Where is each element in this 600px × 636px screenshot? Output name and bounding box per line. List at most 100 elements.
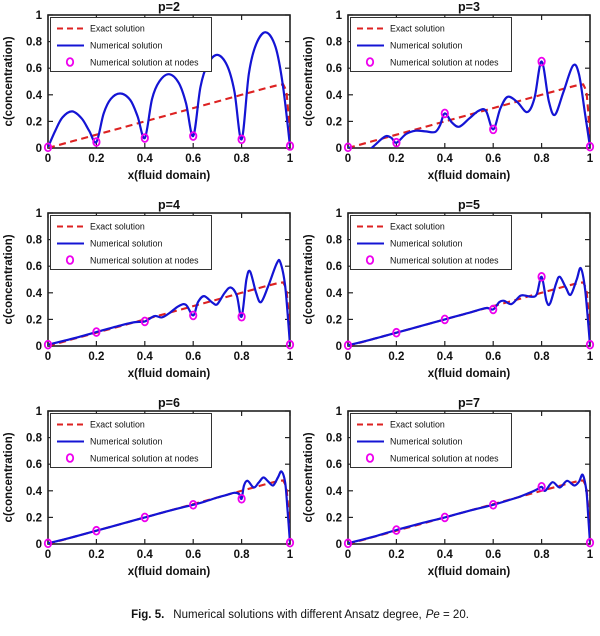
legend: Exact solution Numerical solution Numerica… [350,413,512,468]
svg-text:0.4: 0.4 [26,90,43,102]
subplot-p6: 0 0.2 0.4 0.6 0.8 1 0 0.2 0.4 0.6 0.8 1 p=6 x(fluid d… [0,396,300,594]
svg-text:1: 1 [36,10,43,22]
svg-text:0.2: 0.2 [388,351,404,363]
svg-text:0: 0 [36,143,42,155]
svg-text:0.2: 0.2 [88,549,104,561]
svg-text:0.2: 0.2 [388,153,404,165]
legend-labels: Exact solution Numerical solution Numerica… [90,24,199,68]
numerical-solution-line [48,258,290,346]
tick-labels: 0 0.2 0.4 0.6 0.8 1 0 0.2 0.4 0.6 0.8 1 [326,10,594,165]
legend-labels: Exact solution Numerical solution Numerica… [390,222,499,266]
svg-text:Numerical solution: Numerical solution [390,41,462,51]
svg-text:Numerical solution at nodes: Numerical solution at nodes [90,58,199,68]
svg-text:Numerical solution: Numerical solution [390,437,462,447]
legend-nodes-marker [65,255,75,265]
plot-box [47,14,291,149]
svg-text:0.8: 0.8 [234,549,251,561]
plot-title: p=3 [458,0,480,14]
svg-text:0.4: 0.4 [326,486,343,498]
svg-text:1: 1 [36,208,43,220]
tick-labels: 0 0.2 0.4 0.6 0.8 1 0 0.2 0.4 0.6 0.8 1 [326,406,594,561]
svg-text:0.6: 0.6 [485,549,501,561]
svg-text:0: 0 [345,549,351,561]
legend: Exact solution Numerical solution Numerica… [50,413,212,468]
svg-text:0.8: 0.8 [26,235,43,247]
svg-text:Numerical solution at nodes: Numerical solution at nodes [90,256,199,266]
y-axis-label: c(concentration) [3,36,15,126]
svg-text:0: 0 [45,549,51,561]
caption-label: Fig. 5. [131,609,165,621]
svg-text:Exact solution: Exact solution [390,222,445,232]
subplot-p7: 0 0.2 0.4 0.6 0.8 1 0 0.2 0.4 0.6 0.8 1 p=7 x(fluid d… [300,396,600,594]
node-markers [43,310,295,350]
svg-text:0.6: 0.6 [26,63,42,75]
y-axis-label: c(concentration) [303,36,315,126]
legend: Exact solution Numerical solution Numerica… [50,17,212,72]
svg-text:0.6: 0.6 [185,549,201,561]
plot-box [47,410,291,545]
svg-text:0.4: 0.4 [326,90,343,102]
legend-nodes-marker [365,57,375,67]
svg-text:1: 1 [287,153,294,165]
plot-box [347,410,591,545]
x-axis-label: x(fluid domain) [428,368,511,380]
svg-text:1: 1 [587,153,594,165]
legend-nodes-marker [365,255,375,265]
legend: Exact solution Numerical solution Numerica… [50,215,212,270]
svg-text:0: 0 [336,539,342,551]
x-axis-label: x(fluid domain) [428,170,511,182]
svg-text:0.6: 0.6 [185,351,201,363]
y-axis-label: c(concentration) [3,234,15,324]
svg-text:1: 1 [336,208,343,220]
svg-text:0.4: 0.4 [137,153,154,165]
svg-text:Exact solution: Exact solution [390,24,445,34]
svg-text:0.2: 0.2 [26,116,42,128]
svg-text:0: 0 [345,153,351,165]
svg-text:Numerical solution at nodes: Numerical solution at nodes [390,58,499,68]
svg-text:0.2: 0.2 [326,314,342,326]
svg-text:0.8: 0.8 [326,37,343,49]
svg-text:0: 0 [345,351,351,363]
svg-text:0.8: 0.8 [234,153,251,165]
svg-text:0.6: 0.6 [485,153,501,165]
svg-text:Numerical solution at nodes: Numerical solution at nodes [90,454,199,464]
legend-labels: Exact solution Numerical solution Numerica… [90,420,199,464]
svg-text:0.8: 0.8 [326,433,343,445]
x-axis-label: x(fluid domain) [428,566,511,578]
legend-labels: Exact solution Numerical solution Numerica… [390,420,499,464]
subplot-p4: 0 0.2 0.4 0.6 0.8 1 0 0.2 0.4 0.6 0.8 1 p=4 x(fluid d… [0,198,300,396]
tick-labels: 0 0.2 0.4 0.6 0.8 1 0 0.2 0.4 0.6 0.8 1 [26,208,294,363]
svg-text:0: 0 [45,351,51,363]
x-axis-label: x(fluid domain) [128,170,211,182]
svg-text:0.8: 0.8 [326,235,343,247]
numerical-solution-line [348,473,590,544]
caption-pe: Pe [425,609,440,621]
svg-text:1: 1 [36,406,43,418]
svg-text:0: 0 [36,539,42,551]
svg-text:0.4: 0.4 [26,288,43,300]
svg-text:0.8: 0.8 [534,351,551,363]
svg-text:Numerical solution: Numerical solution [90,437,162,447]
svg-text:Numerical solution at nodes: Numerical solution at nodes [390,256,499,266]
svg-text:0.2: 0.2 [326,116,342,128]
plot-title: p=4 [158,198,180,212]
svg-text:0.6: 0.6 [26,261,42,273]
svg-text:0.2: 0.2 [388,549,404,561]
legend-labels: Exact solution Numerical solution Numerica… [390,24,499,68]
svg-text:0.8: 0.8 [534,153,551,165]
svg-text:1: 1 [336,10,343,22]
subplot-p3: 0 0.2 0.4 0.6 0.8 1 0 0.2 0.4 0.6 0.8 1 p=3 x(fluid d… [300,0,600,198]
legend: Exact solution Numerical solution Numerica… [350,17,512,72]
plot-title: p=6 [158,396,180,410]
legend-labels: Exact solution Numerical solution Numerica… [90,222,199,266]
plot-box [47,212,291,347]
plot-box [347,212,591,347]
svg-text:Exact solution: Exact solution [90,24,145,34]
svg-text:0.4: 0.4 [437,351,454,363]
x-axis-label: x(fluid domain) [128,368,211,380]
svg-text:1: 1 [287,351,294,363]
svg-text:0.4: 0.4 [437,153,454,165]
legend-nodes-marker [65,57,75,67]
svg-text:0.4: 0.4 [326,288,343,300]
